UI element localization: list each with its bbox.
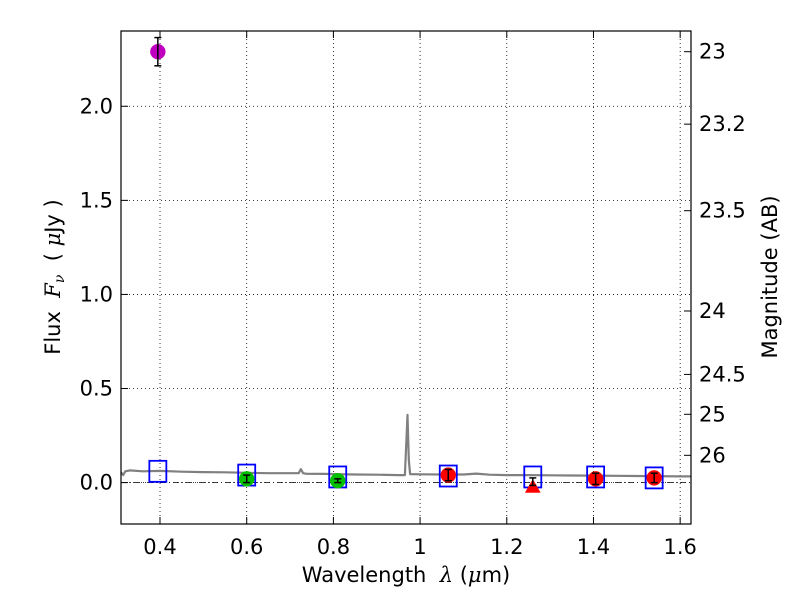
x-tick-label: 1.4: [577, 535, 610, 559]
y2-tick-label: 24: [699, 299, 726, 323]
ticks: 0.4 0.6 0.8 1 1.2 1.4 1.6 0.0 0.5 1.0 1.5 2.0 23 23.2…: [80, 31, 746, 559]
grid: [121, 31, 691, 524]
plot-frame: [120, 30, 692, 525]
y-tick-label: 1.5: [80, 188, 113, 212]
x-axis-title: Wavelength λ (μm): [302, 563, 510, 587]
y2-tick-label: 23.2: [699, 112, 746, 136]
y2-tick-label: 24.5: [699, 362, 746, 386]
x-tick-label: 1.6: [663, 535, 696, 559]
model-flux-square: [644, 466, 664, 490]
y2-tick-label: 26: [699, 443, 726, 467]
x-tick-label: 1.2: [490, 535, 523, 559]
spectrum-line: [120, 413, 691, 478]
y2-tick-label: 23.5: [699, 199, 746, 223]
y2-tick-label: 25: [699, 402, 726, 426]
y-tick-label: 1.0: [80, 282, 113, 306]
x-tick-label: 0.4: [143, 535, 176, 559]
y-tick-label: 0.0: [80, 471, 113, 495]
y-tick-label: 2.0: [80, 94, 113, 118]
x-tick-label: 0.6: [230, 535, 263, 559]
x-tick-label: 0.8: [317, 535, 350, 559]
y-axis-title: Flux Fν ( μJy ): [41, 199, 68, 354]
x-tick-label: 1: [413, 535, 426, 559]
series-layer: [120, 36, 691, 493]
y2-tick-label: 23: [699, 40, 726, 64]
model-flux-square: [438, 464, 458, 488]
y-tick-label: 0.5: [80, 377, 113, 401]
model-flux-square: [148, 459, 168, 483]
y2-axis-title: Magnitude (AB): [758, 195, 782, 358]
model-flux-square: [586, 465, 606, 489]
